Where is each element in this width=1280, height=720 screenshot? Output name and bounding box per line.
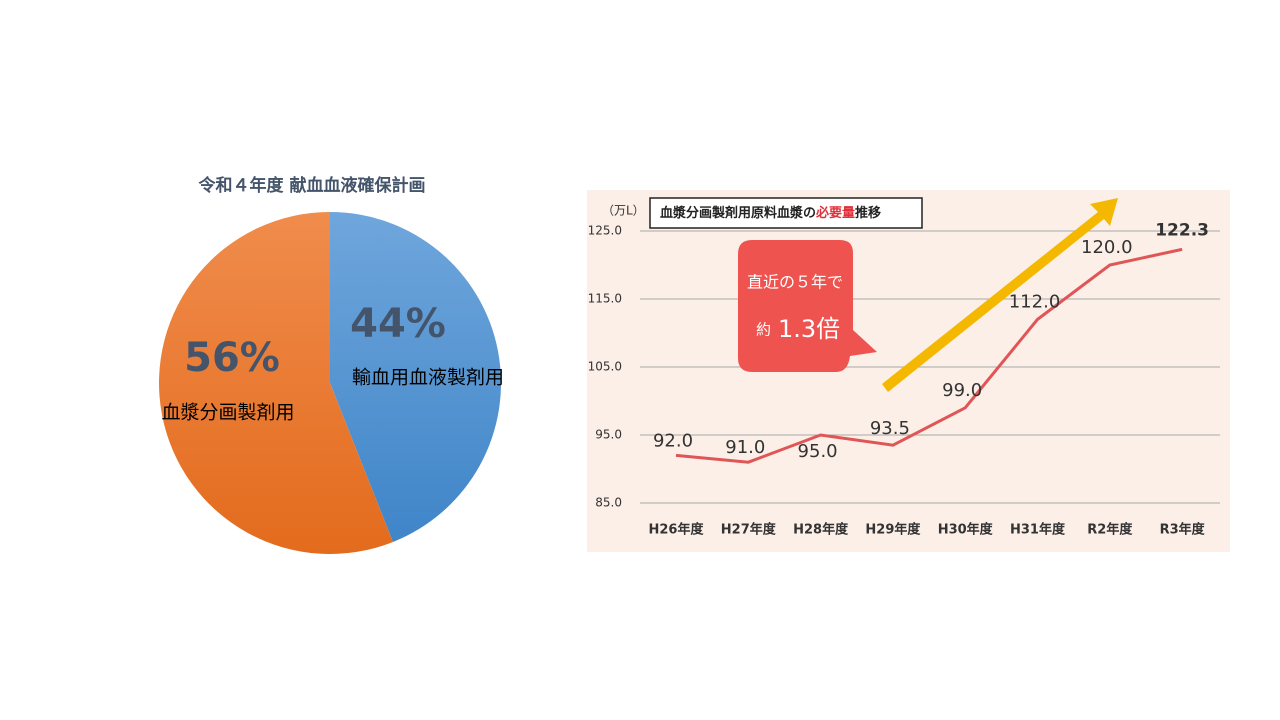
x-tick-label: H26年度 [649, 522, 705, 538]
y-tick-label: 125.0 [588, 224, 622, 238]
data-label: 91.0 [725, 437, 765, 458]
line-title: 血漿分画製剤用原料血漿の必要量推移 [660, 205, 881, 221]
y-tick-label: 85.0 [595, 496, 622, 510]
data-label: 92.0 [653, 430, 693, 451]
x-tick-label: H29年度 [865, 522, 921, 538]
data-label: 99.0 [942, 380, 982, 401]
callout-text: 約 [756, 321, 771, 339]
data-label: 122.3 [1155, 220, 1209, 240]
x-tick-label: H30年度 [938, 522, 994, 538]
x-tick-label: R2年度 [1087, 522, 1133, 538]
x-tick-label: H27年度 [721, 522, 777, 538]
line-plot: 44% 輸血用血液製剤用 56% 血漿分画製剤用 85.0 95.0 105.0 115.0 1… [159, 211, 1220, 554]
title-part: 推移 [855, 205, 881, 221]
callout-text: 1.3倍 [778, 315, 840, 343]
slice-value-label: 44% [350, 301, 446, 347]
callout [738, 240, 877, 372]
pie-slice [159, 212, 393, 554]
title-box [649, 197, 923, 229]
data-label: 95.0 [798, 441, 838, 462]
data-line [675, 247, 1183, 464]
slice-name-label: 輸血用血液製剤用 [352, 367, 504, 389]
y-tick-label: 105.0 [588, 360, 622, 374]
data-label: 120.0 [1081, 237, 1133, 258]
y-axis-label: （万L） [602, 204, 645, 218]
slice-name-label: 血漿分画製剤用 [161, 402, 294, 424]
pie-title: 令和４年度 献血血液確保計画 [199, 175, 426, 196]
title-highlight: 必要量 [815, 205, 855, 221]
x-tick-label: H31年度 [1010, 522, 1066, 538]
trend-arrow [882, 198, 1118, 392]
x-tick-label: R3年度 [1160, 522, 1206, 538]
y-tick-label: 115.0 [588, 292, 622, 306]
title-part: 血漿分画製剤用原料血漿の [660, 205, 816, 221]
pie-slice [330, 211, 502, 542]
data-label: 112.0 [1009, 291, 1061, 312]
callout-text: 直近の５年で [747, 273, 843, 292]
data-label: 93.5 [870, 418, 910, 439]
y-tick-label: 95.0 [595, 428, 622, 442]
slice-value-label: 56% [184, 335, 280, 381]
x-tick-label: H28年度 [793, 522, 849, 538]
